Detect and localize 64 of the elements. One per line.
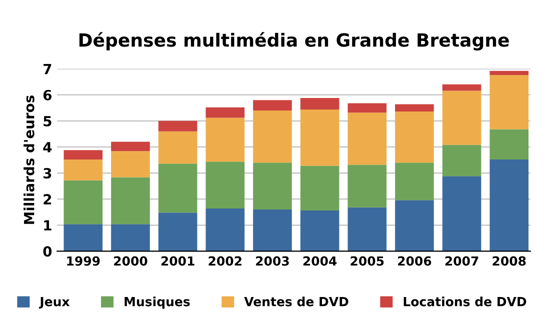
x-tick-label: 2005 (350, 256, 384, 266)
bar (442, 176, 482, 252)
legend-label: Musiques (124, 296, 190, 309)
bar (64, 224, 103, 252)
bar (348, 207, 387, 252)
bar (206, 107, 245, 118)
bar (300, 210, 340, 252)
bar (442, 90, 482, 145)
legend-label: Locations de DVD (404, 296, 526, 306)
x-tick-label: 2002 (208, 256, 242, 266)
y-tick-label: 1 (44, 220, 52, 230)
x-tick-label: 1999 (67, 256, 100, 266)
bar (111, 224, 150, 252)
bar (206, 162, 245, 208)
bar (395, 104, 434, 112)
bar (348, 103, 387, 113)
bar (111, 142, 150, 152)
bar (300, 109, 340, 166)
bar (253, 100, 292, 110)
y-tick-label: 2 (44, 194, 52, 204)
x-tick-label: 2003 (256, 256, 289, 266)
bar (111, 177, 150, 224)
bar (395, 162, 434, 200)
bar (158, 120, 198, 132)
bar (206, 118, 245, 162)
bar (490, 159, 529, 252)
y-axis-title: Milliards d'euros (24, 96, 34, 224)
bar (206, 208, 245, 252)
y-tick-label: 6 (43, 90, 52, 100)
bar (158, 164, 198, 213)
bar (64, 159, 103, 180)
x-tick-label: 2007 (445, 256, 478, 266)
legend-label: Jeux (38, 297, 70, 309)
x-tick-label: 2006 (398, 256, 432, 266)
y-tick-label: 3 (44, 168, 52, 179)
bar (111, 151, 150, 178)
legend-label: Ventes de DVD (244, 296, 348, 306)
bar (253, 210, 292, 252)
bar (253, 110, 292, 163)
x-tick-label: 2004 (303, 256, 337, 266)
bar (253, 162, 292, 210)
bar (490, 129, 529, 160)
y-tick-label: 0 (43, 246, 52, 257)
bar (158, 212, 198, 252)
bar (300, 166, 340, 211)
x-tick-label: 2008 (492, 256, 526, 266)
x-tick-label: 2001 (161, 256, 194, 266)
bar (348, 164, 387, 208)
bar (300, 98, 340, 110)
bar (490, 75, 529, 130)
bar (158, 131, 198, 164)
bar (442, 84, 482, 91)
y-tick-label: 5 (44, 116, 52, 126)
bar (395, 112, 434, 163)
chart-title: Dépenses multimédia en Grande Bretagne (79, 32, 509, 50)
bar (64, 150, 103, 160)
bar (442, 144, 482, 176)
bar (348, 112, 387, 165)
bar (490, 70, 529, 76)
y-tick-label: 4 (43, 142, 52, 152)
bar (64, 180, 103, 224)
y-tick-label: 7 (44, 64, 52, 74)
bar (395, 200, 434, 252)
x-tick-label: 2000 (114, 256, 148, 266)
